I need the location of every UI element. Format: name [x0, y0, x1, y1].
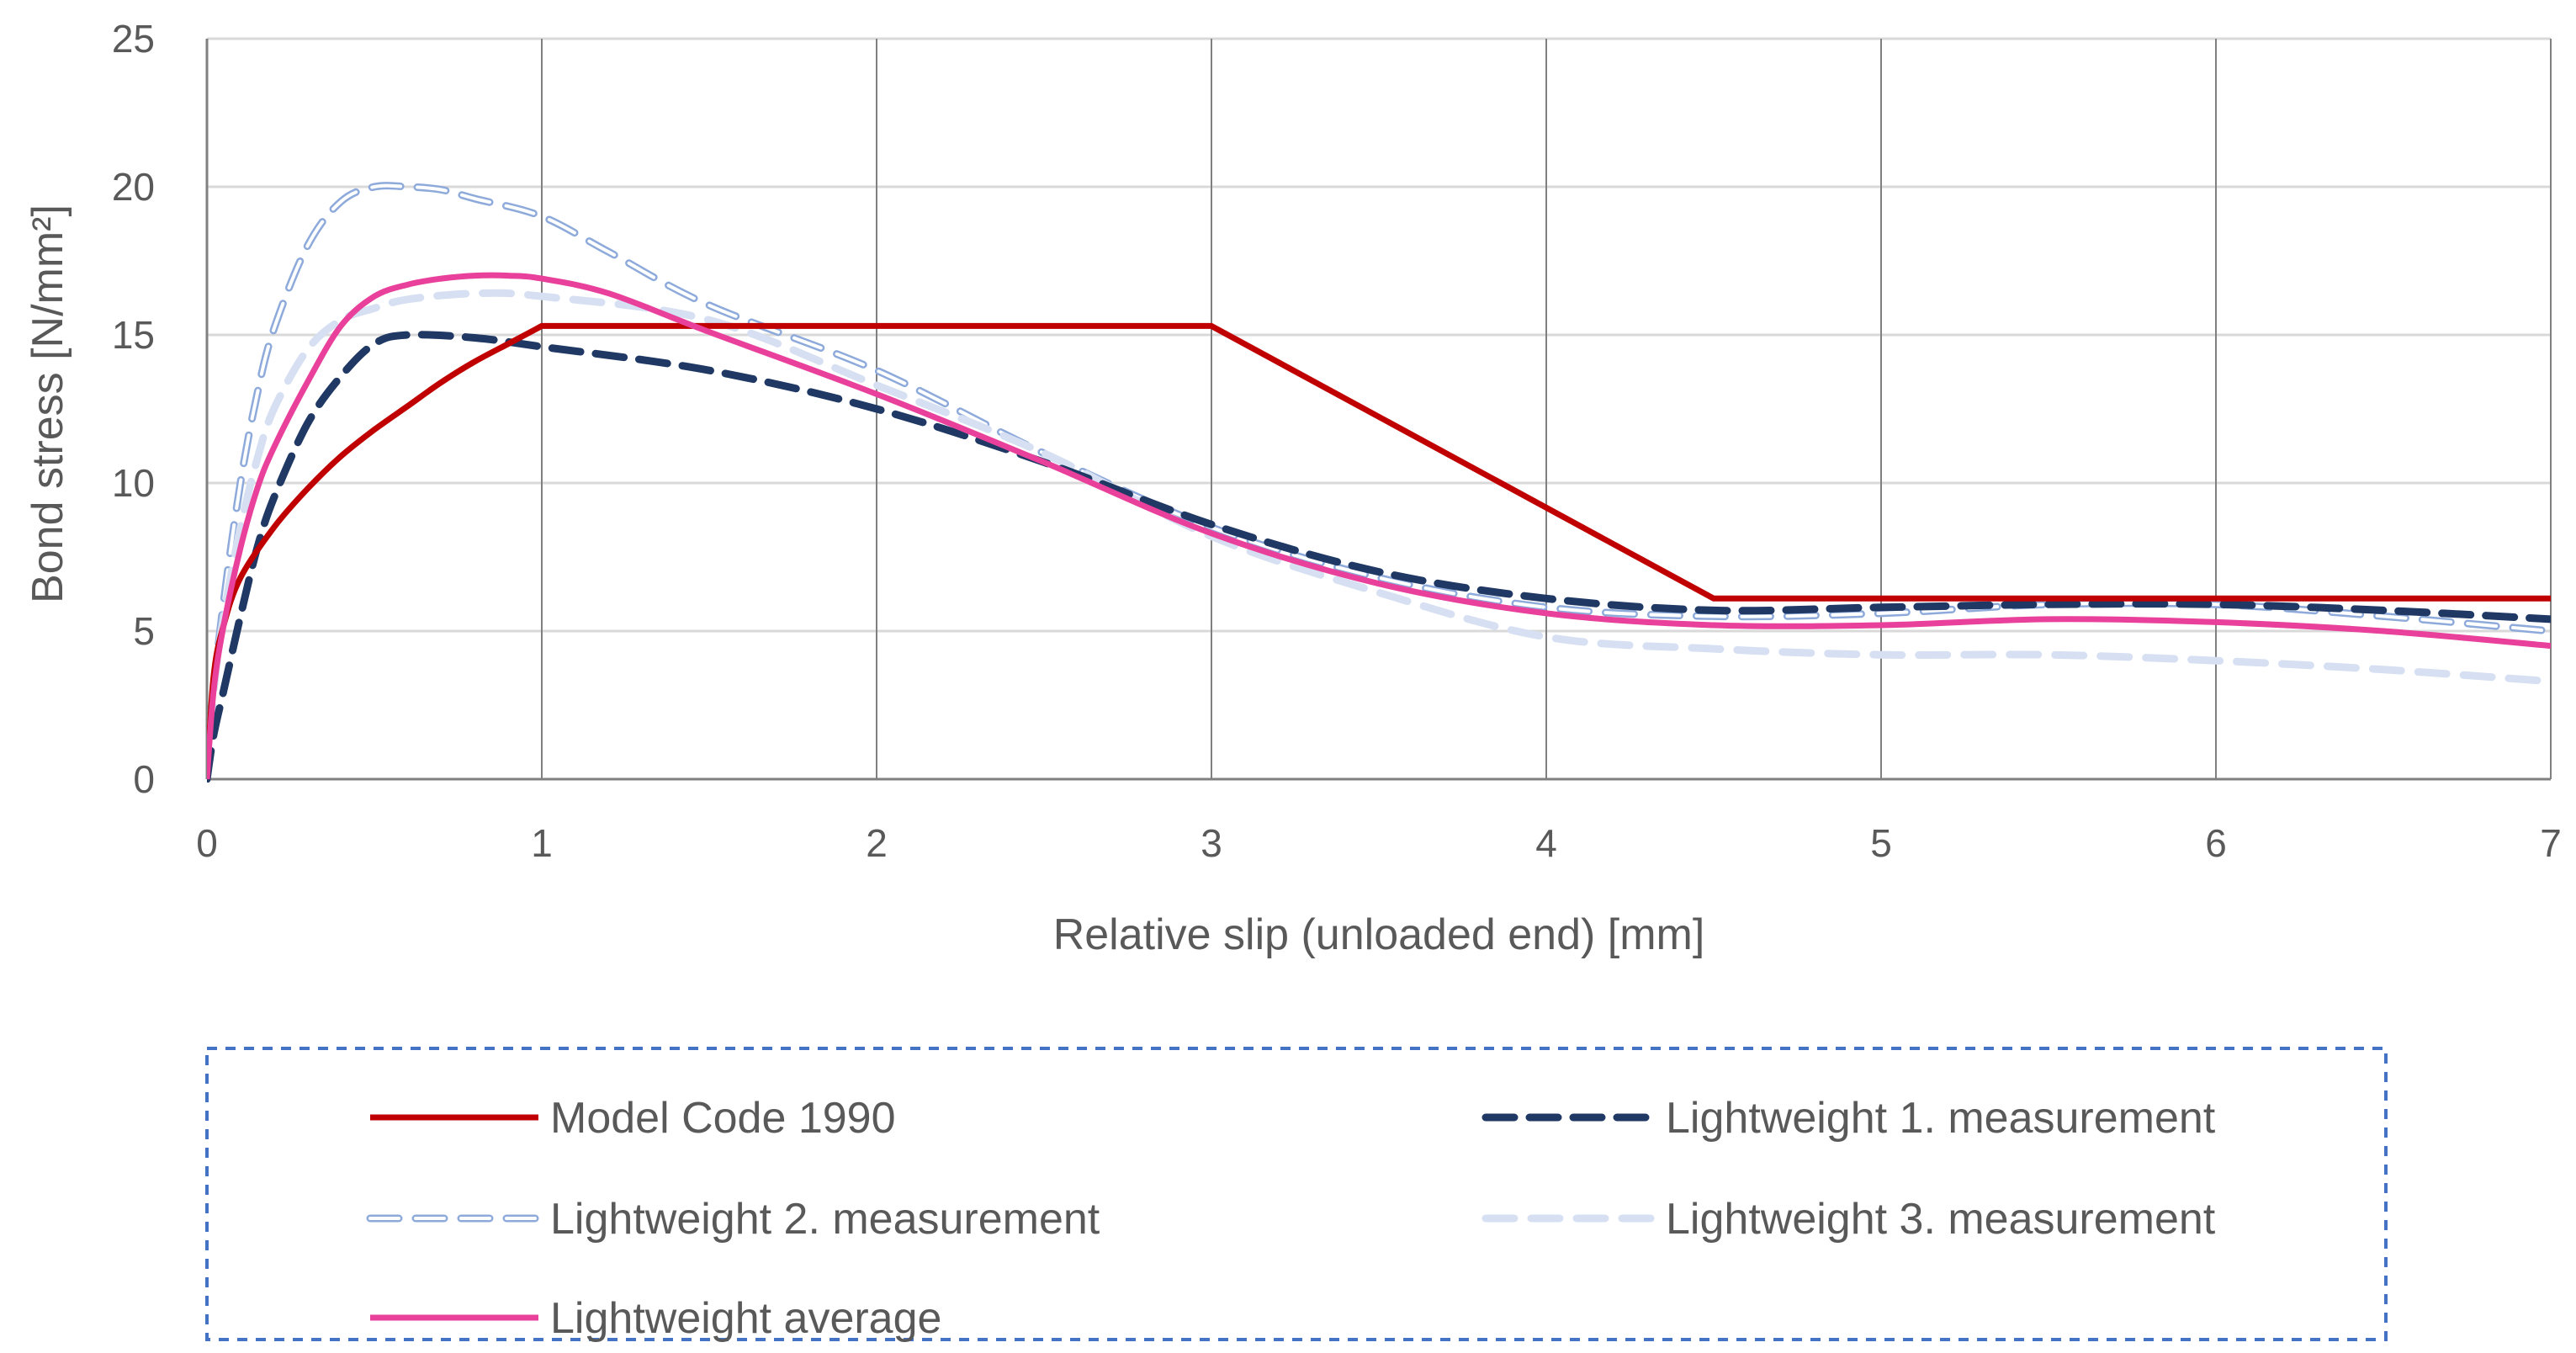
legend-item-model-code-1990: Model Code 1990 [370, 1094, 896, 1143]
series-path-lightweight-3-measurement-0 [207, 289, 2551, 783]
y-tick-label-5: 25 [112, 17, 155, 61]
y-tick-label-0: 0 [133, 757, 155, 801]
legend-box [205, 1047, 2388, 1341]
series-path-model-code-1990-0 [207, 322, 2551, 780]
x-tick-label-3: 3 [1201, 821, 1222, 865]
series-line-lightweight-average [207, 272, 2551, 780]
y-tick-label-3: 15 [112, 313, 155, 357]
series-lines [207, 182, 2551, 783]
x-tick-label-1: 1 [531, 821, 553, 865]
series-line-lightweight-3-measurement [207, 289, 2551, 783]
axes [205, 39, 2551, 781]
x-axis-title: Relative slip (unloaded end) [mm] [1053, 910, 1705, 959]
series-path-lightweight-average-0 [207, 272, 2551, 780]
y-tick-labels: 0 5 10 15 20 25 [112, 17, 155, 801]
legend: Model Code 1990 Lightweight 1. measuremen… [366, 1094, 2216, 1343]
legend-item-lightweight-2-measurement: Lightweight 2. measurement [366, 1195, 1100, 1244]
legend-item-lightweight-1-measurement: Lightweight 1. measurement [1481, 1094, 2216, 1143]
gridlines [207, 37, 2552, 779]
legend-label-lightweight-3-measurement: Lightweight 3. measurement [1666, 1195, 2216, 1244]
y-axis-title: Bond stress [N/mm²] [24, 204, 72, 603]
legend-label-model-code-1990: Model Code 1990 [550, 1094, 896, 1143]
x-tick-label-2: 2 [866, 821, 888, 865]
x-tick-label-6: 6 [2205, 821, 2227, 865]
legend-item-lightweight-3-measurement: Lightweight 3. measurement [1481, 1195, 2216, 1244]
x-tick-label-7: 7 [2540, 821, 2562, 865]
y-tick-label-2: 10 [112, 461, 155, 505]
x-tick-label-4: 4 [1535, 821, 1557, 865]
x-tick-label-0: 0 [196, 821, 218, 865]
y-tick-label-4: 20 [112, 165, 155, 209]
series-line-model-code-1990 [207, 322, 2551, 780]
series-path-lightweight-1-measurement-0 [207, 331, 2551, 783]
x-tick-label-5: 5 [1870, 821, 1892, 865]
legend-item-lightweight-average: Lightweight average [370, 1294, 941, 1343]
legend-label-lightweight-average: Lightweight average [550, 1294, 941, 1343]
legend-label-lightweight-1-measurement: Lightweight 1. measurement [1666, 1094, 2216, 1143]
series-line-lightweight-1-measurement [207, 331, 2551, 783]
y-tick-label-1: 5 [133, 609, 155, 653]
legend-label-lightweight-2-measurement: Lightweight 2. measurement [550, 1195, 1100, 1244]
x-tick-labels: 0 1 2 3 4 5 6 7 [196, 821, 2562, 865]
